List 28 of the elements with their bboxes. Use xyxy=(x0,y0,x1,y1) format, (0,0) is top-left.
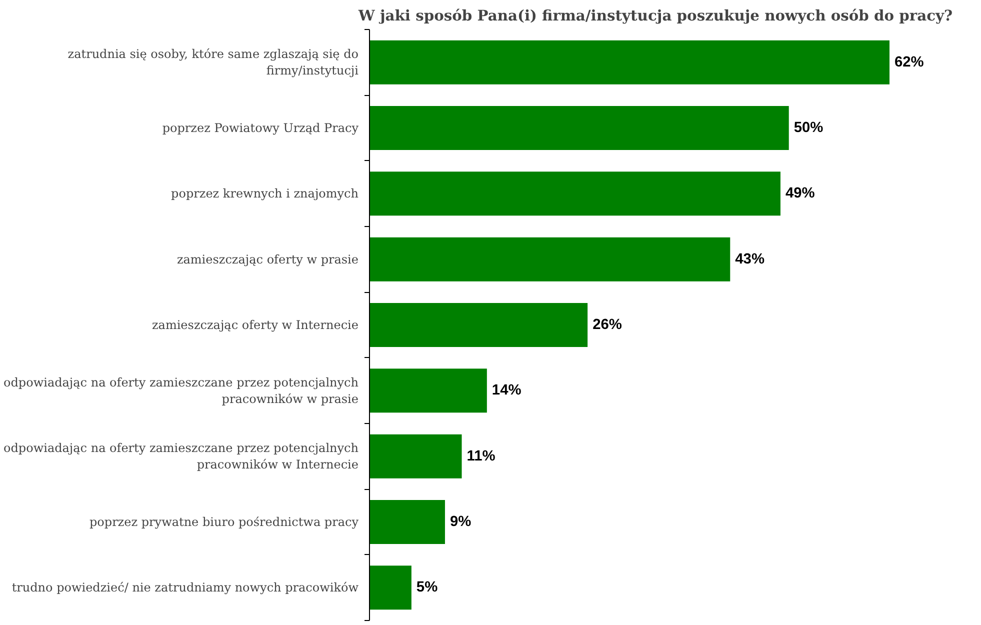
chart-title: W jaki sposób Pana(i) firma/instytucja poszukuje nowych osób do pracy? xyxy=(357,8,953,24)
bar xyxy=(370,106,789,150)
bar xyxy=(370,500,445,544)
y-tick-label: odpowiadając na oferty zamieszczane przez potencjalnych pracowników w Internecie xyxy=(4,440,359,472)
data-label: 62% xyxy=(894,54,924,70)
y-tick-label: zatrudnia się osoby, które same zglaszają się do firmy/instytucji xyxy=(68,46,359,78)
data-label: 14% xyxy=(492,382,522,399)
bar xyxy=(370,566,412,610)
y-tick-label: trudno powiedzieć/ nie zatrudniamy nowych pracowików xyxy=(12,580,360,595)
data-label: 11% xyxy=(466,448,496,464)
bar xyxy=(370,237,730,282)
bar xyxy=(370,172,780,216)
y-tick-label: poprzez Powiatowy Urząd Pracy xyxy=(162,121,359,135)
data-label: 9% xyxy=(450,514,472,530)
y-tick-label: poprzez krewnych i znajomych xyxy=(171,186,359,201)
y-tick-label: zamieszczając oferty w prasie xyxy=(176,252,359,266)
data-label: 43% xyxy=(735,251,764,268)
bar xyxy=(370,368,487,413)
y-tick-label: zamieszczając oferty w Internecie xyxy=(152,318,359,332)
data-label: 26% xyxy=(592,317,622,333)
data-label: 5% xyxy=(416,580,438,596)
data-label: 49% xyxy=(785,186,815,202)
bar xyxy=(370,434,462,478)
bar xyxy=(370,303,588,347)
y-tick-label: poprzez prywatne biuro pośrednictwa pracy xyxy=(89,515,359,529)
data-label: 50% xyxy=(794,120,824,136)
bar xyxy=(370,40,890,84)
y-tick-label: odpowiadając na oferty zamieszczane przez potencjalnych pracowników w prasie xyxy=(4,375,359,406)
